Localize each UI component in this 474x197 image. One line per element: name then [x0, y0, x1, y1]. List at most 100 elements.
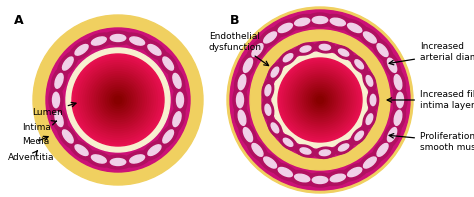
- Ellipse shape: [324, 170, 352, 186]
- Ellipse shape: [391, 68, 406, 96]
- Text: Adventitia: Adventitia: [8, 151, 55, 163]
- Ellipse shape: [69, 140, 94, 160]
- Ellipse shape: [268, 63, 282, 81]
- Circle shape: [280, 60, 360, 140]
- Circle shape: [230, 10, 410, 190]
- Text: A: A: [14, 14, 24, 27]
- Ellipse shape: [393, 86, 407, 114]
- Ellipse shape: [123, 33, 151, 49]
- Ellipse shape: [238, 75, 246, 90]
- Ellipse shape: [243, 58, 253, 72]
- Ellipse shape: [288, 170, 316, 186]
- Ellipse shape: [163, 57, 173, 70]
- Ellipse shape: [312, 177, 328, 183]
- Ellipse shape: [315, 42, 335, 53]
- Circle shape: [112, 94, 124, 106]
- Ellipse shape: [338, 49, 349, 56]
- Ellipse shape: [110, 34, 126, 42]
- Ellipse shape: [123, 151, 151, 167]
- Ellipse shape: [176, 92, 183, 108]
- Ellipse shape: [334, 46, 353, 59]
- Ellipse shape: [104, 155, 132, 169]
- Ellipse shape: [173, 112, 181, 126]
- Ellipse shape: [58, 124, 78, 149]
- Circle shape: [108, 90, 128, 110]
- Circle shape: [282, 62, 358, 138]
- Ellipse shape: [169, 105, 185, 133]
- Circle shape: [315, 95, 325, 105]
- Ellipse shape: [158, 51, 178, 76]
- Circle shape: [290, 70, 350, 130]
- Ellipse shape: [377, 143, 388, 156]
- Text: Endothelial
dysfunction: Endothelial dysfunction: [209, 32, 269, 66]
- Ellipse shape: [53, 92, 60, 108]
- Ellipse shape: [169, 67, 185, 95]
- Text: Intima: Intima: [22, 121, 56, 133]
- Ellipse shape: [91, 155, 106, 163]
- Ellipse shape: [295, 145, 316, 157]
- Ellipse shape: [363, 71, 376, 91]
- Ellipse shape: [247, 138, 268, 162]
- Text: Increased fibrosis
intima layer: Increased fibrosis intima layer: [387, 90, 474, 110]
- Ellipse shape: [278, 23, 292, 33]
- Ellipse shape: [358, 27, 382, 48]
- Ellipse shape: [258, 27, 282, 48]
- Circle shape: [294, 74, 346, 126]
- Circle shape: [301, 80, 340, 120]
- Text: B: B: [230, 14, 239, 27]
- Circle shape: [90, 72, 146, 128]
- Circle shape: [97, 78, 139, 122]
- Circle shape: [262, 42, 378, 158]
- Ellipse shape: [262, 80, 273, 100]
- Ellipse shape: [110, 159, 126, 165]
- Ellipse shape: [272, 19, 299, 37]
- Circle shape: [46, 28, 190, 172]
- Ellipse shape: [258, 152, 282, 173]
- Ellipse shape: [383, 122, 401, 148]
- Ellipse shape: [262, 99, 273, 120]
- Ellipse shape: [252, 44, 263, 57]
- Ellipse shape: [387, 58, 397, 72]
- Ellipse shape: [272, 163, 299, 181]
- Ellipse shape: [341, 19, 368, 37]
- Ellipse shape: [372, 138, 393, 162]
- Ellipse shape: [394, 75, 402, 90]
- Circle shape: [309, 88, 331, 112]
- Ellipse shape: [75, 145, 88, 155]
- Ellipse shape: [283, 54, 293, 62]
- Circle shape: [284, 64, 356, 136]
- Ellipse shape: [391, 104, 406, 132]
- Ellipse shape: [243, 128, 253, 142]
- Ellipse shape: [278, 167, 292, 177]
- Ellipse shape: [163, 130, 173, 143]
- Ellipse shape: [341, 163, 368, 181]
- Ellipse shape: [300, 148, 311, 154]
- Ellipse shape: [288, 14, 316, 30]
- Circle shape: [298, 78, 342, 122]
- Ellipse shape: [295, 18, 310, 26]
- Ellipse shape: [238, 110, 246, 125]
- Ellipse shape: [394, 110, 402, 125]
- Circle shape: [307, 86, 334, 113]
- Circle shape: [310, 91, 329, 110]
- Ellipse shape: [306, 173, 334, 187]
- Ellipse shape: [264, 157, 276, 168]
- Circle shape: [79, 61, 157, 139]
- Ellipse shape: [49, 86, 63, 114]
- Ellipse shape: [237, 92, 244, 108]
- Ellipse shape: [396, 92, 403, 108]
- Ellipse shape: [58, 51, 78, 76]
- Ellipse shape: [295, 43, 316, 55]
- Ellipse shape: [173, 73, 181, 88]
- Circle shape: [278, 58, 362, 142]
- Ellipse shape: [51, 67, 67, 95]
- Circle shape: [72, 54, 164, 146]
- Ellipse shape: [279, 50, 297, 65]
- Circle shape: [114, 96, 122, 104]
- Circle shape: [66, 48, 170, 152]
- Ellipse shape: [239, 122, 257, 148]
- Ellipse shape: [91, 37, 106, 45]
- Ellipse shape: [295, 174, 310, 182]
- Circle shape: [76, 59, 160, 142]
- Ellipse shape: [334, 141, 353, 154]
